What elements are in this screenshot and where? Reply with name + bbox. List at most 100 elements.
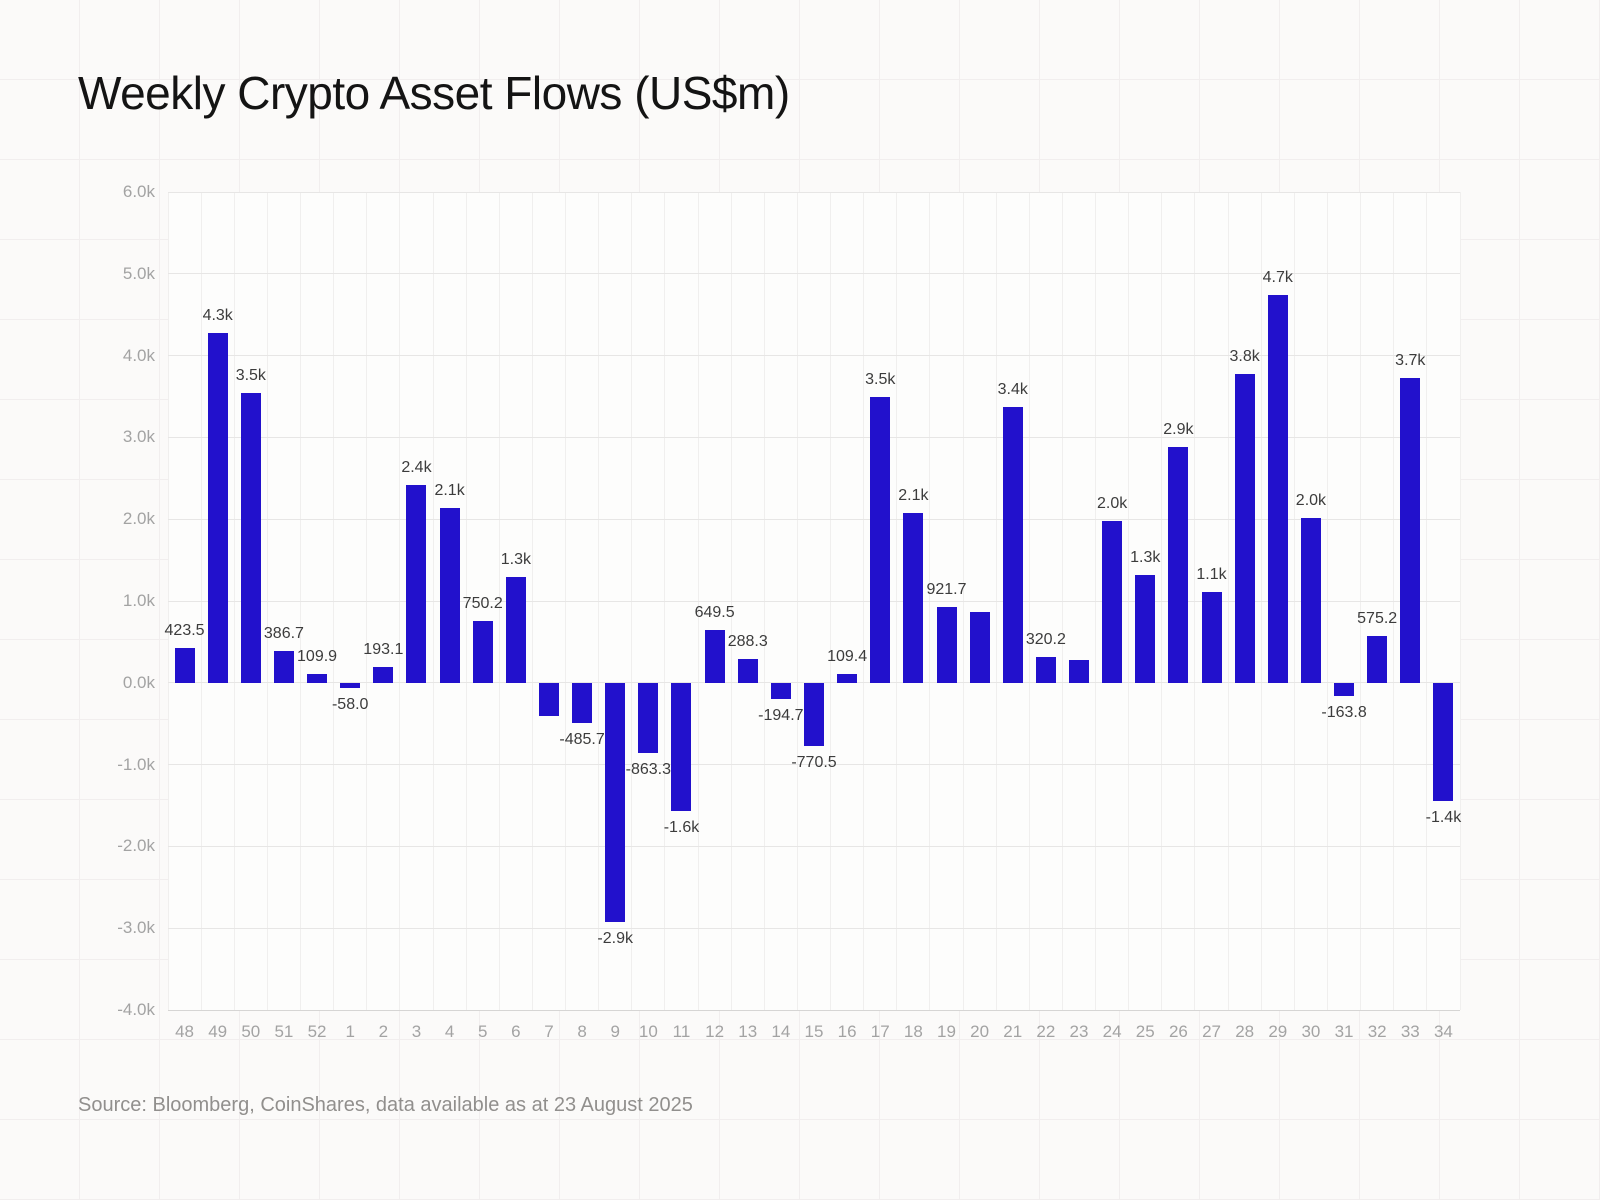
x-axis-tick-label: 51 — [274, 1022, 294, 1041]
x-axis-tick-label: 20 — [970, 1022, 990, 1041]
x-axis-tick-label: 49 — [208, 1022, 228, 1041]
bar — [770, 682, 791, 699]
bar — [1201, 592, 1222, 683]
y-axis-tick-label: -2.0k — [117, 836, 155, 856]
bar-value-label: -863.3 — [625, 761, 672, 779]
horizontal-gridline — [168, 927, 1460, 929]
bar-value-label: 921.7 — [926, 581, 967, 599]
y-axis-tick-label: 1.0k — [122, 591, 155, 610]
y-axis-tick-label: -1.0k — [117, 754, 155, 774]
horizontal-gridline — [168, 518, 1460, 520]
bar-value-label: -1.6k — [663, 819, 700, 837]
y-axis-tick-label: 4.0k — [122, 345, 155, 365]
x-axis-tick-label: 17 — [870, 1022, 890, 1041]
x-axis-tick-label: 15 — [804, 1022, 824, 1041]
bar — [373, 667, 394, 683]
bar-value-label: -485.7 — [559, 730, 605, 748]
bar-value-label: 4.7k — [1262, 269, 1293, 287]
bar-value-label: 193.1 — [363, 641, 404, 658]
bar — [406, 484, 427, 683]
bar — [472, 621, 493, 683]
bar — [704, 629, 725, 683]
bar — [605, 682, 626, 923]
x-axis-tick-label: 22 — [1036, 1022, 1056, 1041]
bar — [870, 396, 891, 683]
bar-value-label: -58.0 — [331, 695, 369, 713]
bar — [1267, 295, 1288, 683]
bar-value-label: 320.2 — [1025, 630, 1066, 648]
bar — [273, 651, 294, 683]
bar — [1400, 377, 1421, 683]
bar — [1135, 574, 1156, 683]
bar-value-label: -2.9k — [597, 930, 633, 948]
bar — [1234, 374, 1255, 683]
bar — [1168, 447, 1189, 683]
x-axis-tick-label: 6 — [511, 1022, 521, 1041]
x-axis-tick-label: 1 — [345, 1022, 355, 1041]
x-axis-tick-label: 4 — [444, 1022, 455, 1041]
x-axis-tick-label: 24 — [1102, 1022, 1122, 1041]
x-axis-tick-label: 28 — [1235, 1022, 1255, 1041]
bar — [1433, 682, 1454, 801]
bar-value-label: 1.1k — [1196, 566, 1227, 583]
source-note: Source: Bloomberg, CoinShares, data avai… — [78, 1094, 693, 1116]
x-axis-tick-label: 52 — [307, 1022, 327, 1041]
horizontal-gridline — [168, 845, 1460, 847]
bar-value-label: 1.3k — [1130, 548, 1161, 566]
bar — [1367, 635, 1388, 683]
x-axis-tick-label: 11 — [672, 1022, 691, 1041]
x-axis-tick-label: 23 — [1069, 1022, 1089, 1041]
x-axis-tick-label: 25 — [1135, 1022, 1155, 1041]
bar-value-label: 575.2 — [1357, 609, 1398, 627]
horizontal-gridline — [168, 355, 1460, 357]
bar-value-label: 109.4 — [827, 647, 868, 665]
bar-value-label: -1.4k — [1425, 808, 1462, 826]
bar-value-label: 3.5k — [865, 370, 896, 388]
horizontal-gridline — [168, 1009, 1460, 1011]
x-axis-tick-label: 21 — [1003, 1022, 1023, 1041]
bar-value-label: -163.8 — [1321, 704, 1367, 722]
x-axis-tick-label: 19 — [937, 1022, 956, 1041]
bar-value-label: 2.0k — [1097, 494, 1128, 512]
bar-value-label: 423.5 — [164, 622, 205, 640]
bar — [240, 393, 261, 683]
bar — [1069, 659, 1090, 683]
bar-value-label: 750.2 — [462, 595, 503, 613]
bar — [638, 682, 659, 754]
bar — [1300, 517, 1321, 683]
x-axis-tick-label: 34 — [1433, 1022, 1453, 1041]
x-axis-tick-label: 14 — [771, 1022, 791, 1041]
bar-value-label: 288.3 — [727, 633, 768, 651]
bar — [207, 332, 228, 683]
bar-value-label: 3.5k — [235, 367, 266, 385]
x-axis-tick-label: 27 — [1202, 1022, 1221, 1041]
x-axis-tick-label: 48 — [175, 1022, 195, 1041]
bar — [340, 682, 361, 688]
x-axis-tick-label: 13 — [738, 1022, 758, 1041]
bar-value-label: 2.1k — [434, 481, 465, 499]
x-axis-tick-label: 3 — [411, 1022, 422, 1041]
bar-value-label: -770.5 — [791, 753, 837, 771]
x-axis-tick-label: 26 — [1168, 1022, 1188, 1041]
bar-value-label: 386.7 — [263, 625, 304, 643]
bar — [505, 577, 526, 683]
y-axis-tick-label: 5.0k — [122, 263, 155, 283]
bar — [936, 607, 957, 683]
x-axis-tick-label: 10 — [638, 1022, 658, 1041]
x-axis-tick-label: 9 — [610, 1022, 620, 1041]
horizontal-gridline — [168, 600, 1460, 602]
x-axis-tick-label: 18 — [903, 1022, 923, 1041]
bar — [174, 648, 195, 683]
x-axis-tick-label: 5 — [477, 1022, 488, 1041]
bar — [307, 673, 328, 683]
bar — [1334, 682, 1355, 697]
chart-title: Weekly Crypto Asset Flows (US$m) — [78, 67, 790, 119]
x-axis-tick-label: 8 — [577, 1022, 587, 1041]
x-axis-tick-label: 16 — [837, 1022, 857, 1041]
bar — [804, 682, 824, 746]
bar — [969, 611, 990, 683]
horizontal-gridline — [168, 436, 1460, 438]
bar-value-label: 2.9k — [1163, 421, 1194, 439]
bar — [1002, 407, 1023, 683]
